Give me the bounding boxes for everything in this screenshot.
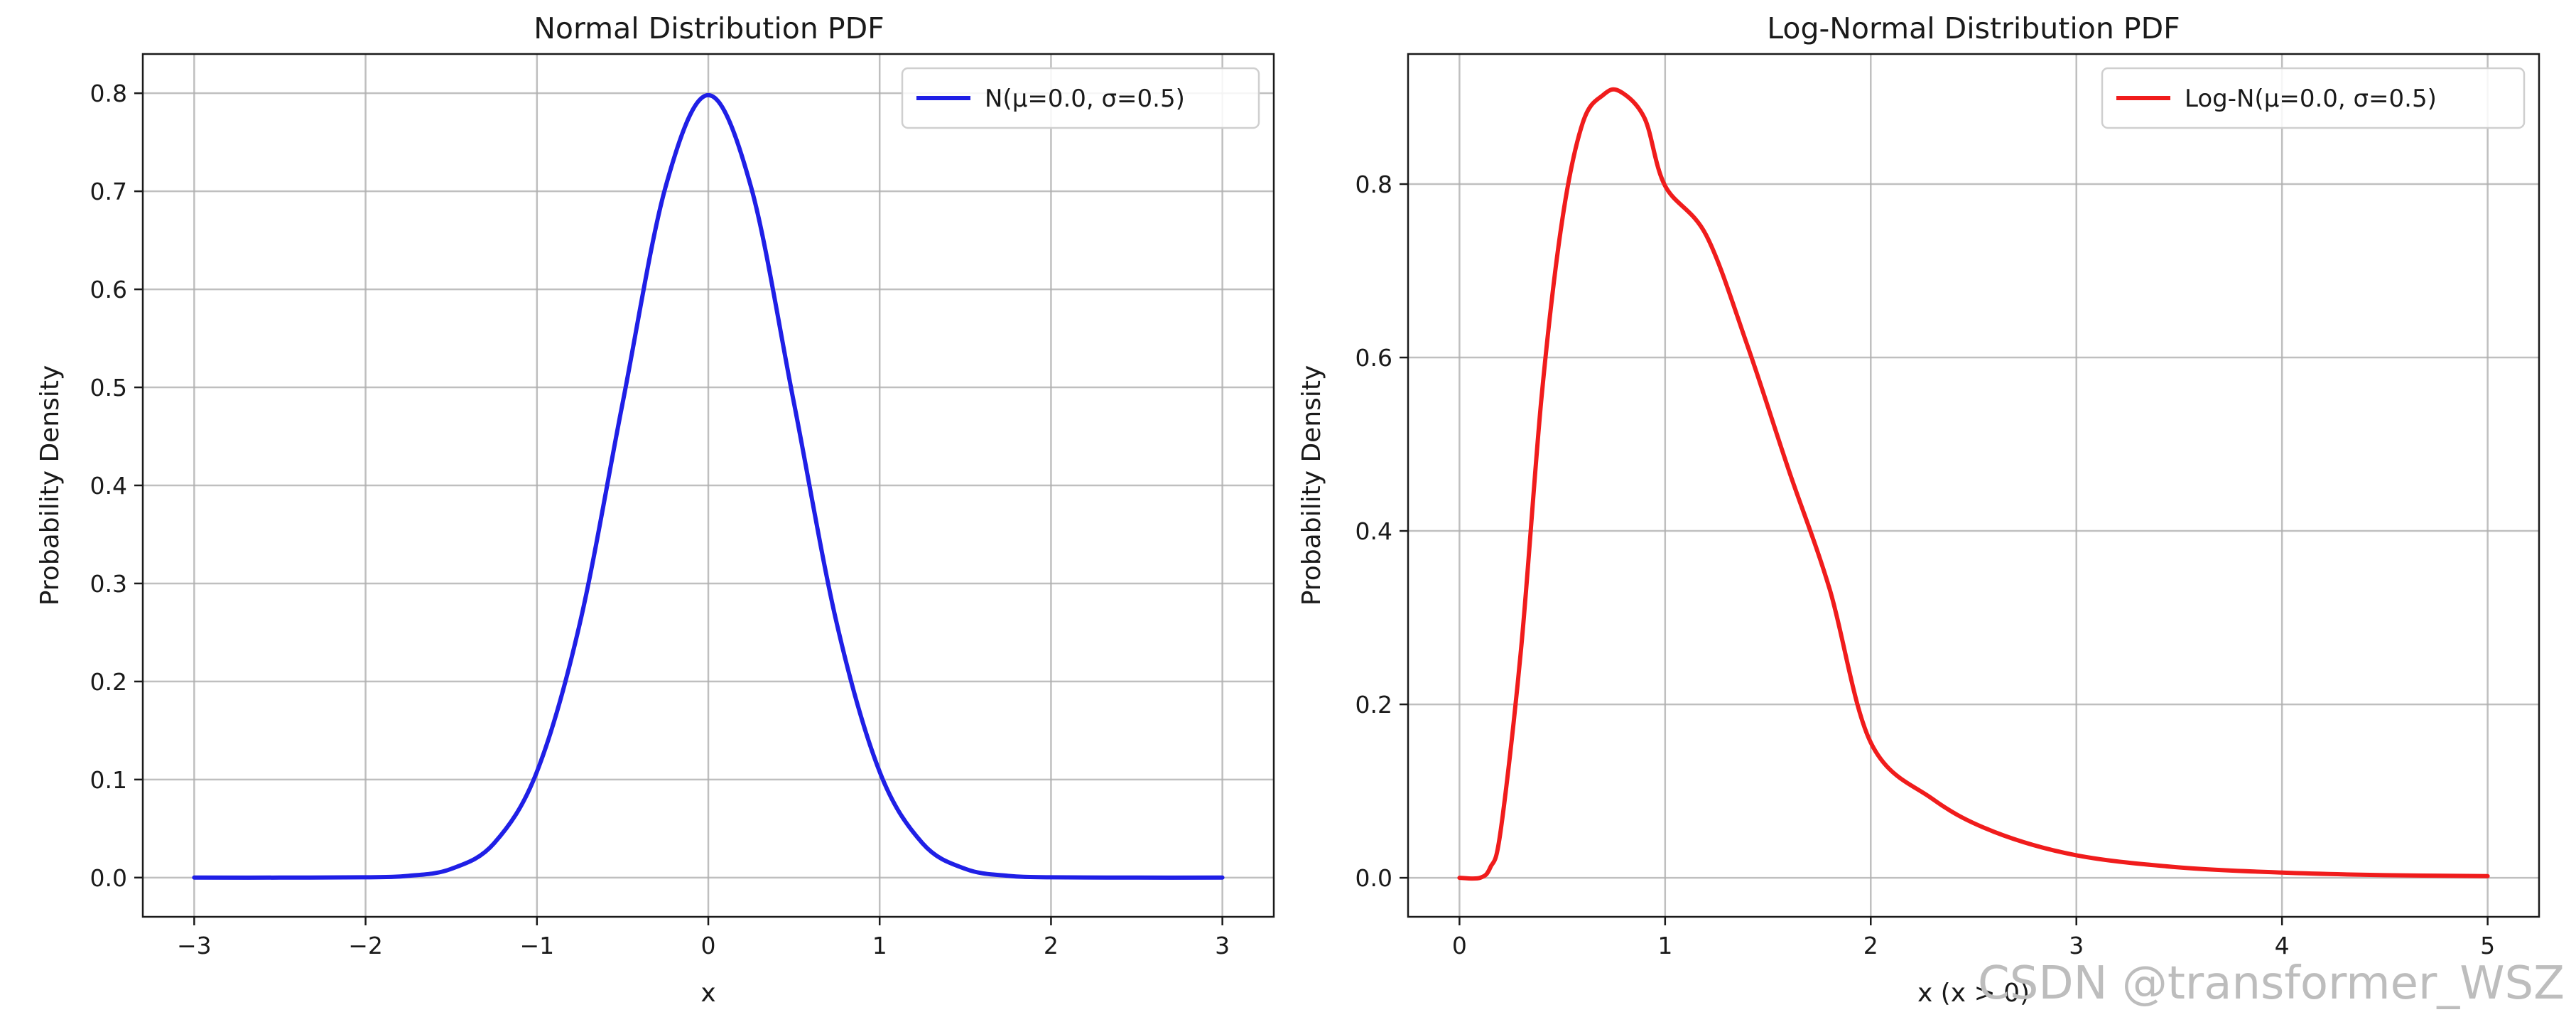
lognormal-x-tick-label: 2 [1863, 932, 1878, 959]
normal-legend-box [901, 67, 1260, 129]
lognormal-y-tick-label: 0.0 [1355, 864, 1392, 892]
lognormal-grid [1408, 54, 2539, 917]
normal-y-tick-label: 0.5 [90, 374, 127, 402]
lognormal-pdf-line [1457, 87, 2490, 881]
normal-pdf-line [192, 92, 1225, 880]
normal-y-tick-label: 0.4 [90, 472, 127, 500]
normal-x-tick-label: −2 [348, 932, 383, 959]
normal-legend-label: N(μ=0.0, σ=0.5) [985, 85, 1185, 113]
lognormal-x-tick-label: 0 [1452, 932, 1467, 959]
normal-grid [143, 54, 1274, 917]
normal-x-tick-label: 0 [701, 932, 716, 959]
csdn-watermark: CSDN @transformer_WSZ [1978, 957, 2565, 1010]
lognormal-y-axis-label: Probability Density [1297, 365, 1326, 606]
normal-x-tick-label: −1 [519, 932, 554, 959]
normal-y-tick-label: 0.6 [90, 276, 127, 303]
normal-y-tick-label: 0.1 [90, 766, 127, 794]
normal-series-layer [192, 92, 1225, 880]
lognormal-y-tick-label: 0.6 [1355, 344, 1392, 372]
normal-y-tick-label: 0.0 [90, 864, 127, 892]
normal-x-axis-label: x [700, 979, 715, 1008]
normal-y-tick-label: 0.7 [90, 178, 127, 205]
lognormal-x-tick-label: 1 [1657, 932, 1672, 959]
normal-chart-title: Normal Distribution PDF [534, 11, 884, 45]
normal-x-tick-label: 2 [1044, 932, 1059, 959]
normal-legend: N(μ=0.0, σ=0.5) [901, 67, 1260, 129]
normal-y-tick-label: 0.8 [90, 80, 127, 107]
lognormal-y-tick-label: 0.2 [1355, 691, 1392, 719]
normal-y-axis-label: Probability Density [36, 365, 65, 606]
normal-pdf-panel: Normal Distribution PDF −3 −2 −1 0 1 2 3 0.00.… [36, 11, 1275, 1008]
lognormal-y-tick-label: 0.4 [1355, 517, 1392, 545]
lognormal-legend: Log-N(μ=0.0, σ=0.5) [2101, 67, 2526, 129]
lognormal-legend-label: Log-N(μ=0.0, σ=0.5) [2185, 85, 2437, 113]
normal-y-tick-label: 0.3 [90, 570, 127, 598]
lognormal-y-tick-label: 0.8 [1355, 171, 1392, 198]
lognormal-series-layer [1457, 87, 2490, 881]
lognormal-chart-title: Log-Normal Distribution PDF [1767, 11, 2180, 45]
normal-x-ticks: −3 −2 −1 0 1 2 3 [177, 917, 1230, 959]
lognormal-x-tick-label: 5 [2480, 932, 2495, 959]
normal-y-ticks: 0.0 0.1 0.2 0.3 0.4 0.5 0.6 0.7 0.8 [90, 80, 143, 892]
lognormal-x-axis-label: x (x > 0) [1917, 979, 2030, 1008]
normal-x-tick-label: 3 [1215, 932, 1230, 959]
lognormal-x-ticks: 0 1 2 3 4 5 [1452, 917, 2495, 959]
lognormal-y-ticks: 0.0 0.2 0.4 0.6 0.8 [1355, 171, 1408, 892]
lognormal-x-tick-label: 4 [2275, 932, 2290, 959]
lognormal-plot-frame [1407, 53, 2540, 918]
lognormal-x-tick-label: 3 [2069, 932, 2084, 959]
normal-x-tick-label: 1 [872, 932, 887, 959]
normal-x-tick-label: −3 [177, 932, 212, 959]
normal-y-tick-label: 0.2 [90, 668, 127, 696]
lognormal-legend-box [2101, 67, 2526, 129]
